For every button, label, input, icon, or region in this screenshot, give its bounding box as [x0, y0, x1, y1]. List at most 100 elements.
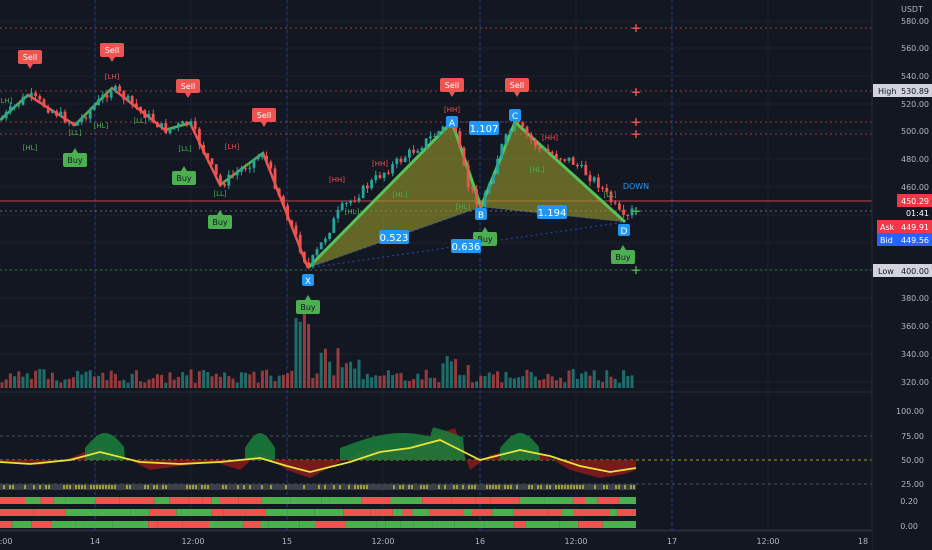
- pattern-ratio-labels: 1.107 0.523 0.636 1.194 DOWN: [379, 121, 649, 253]
- swing-label: [LL]: [213, 190, 227, 198]
- point-c: C: [512, 112, 518, 122]
- buy-signal: Buy: [477, 235, 493, 244]
- bid-label: Bid: [880, 236, 893, 245]
- swing-label: [LL]: [68, 129, 82, 137]
- swing-label: [HL]: [393, 191, 408, 199]
- time-tick: 12:00: [371, 537, 394, 546]
- swing-label: [HL]: [530, 166, 545, 174]
- time-tick: :00: [0, 537, 12, 546]
- osc-tick: 100.00: [896, 407, 924, 416]
- swing-label: [HH]: [542, 134, 558, 142]
- high-label: High: [878, 87, 896, 96]
- strip-tick: 0.20: [900, 497, 918, 506]
- strip-tick: 0.00: [900, 522, 918, 531]
- buy-signal: Buy: [300, 303, 316, 312]
- resistance-lines: [0, 27, 872, 271]
- price-tick: 480.00: [901, 155, 929, 164]
- sell-signal: Sell: [23, 53, 37, 62]
- signal-strips: [0, 484, 636, 528]
- direction-label: DOWN: [623, 182, 649, 191]
- bid-badge: [877, 233, 932, 246]
- swing-label: [HL]: [23, 144, 38, 152]
- ratio-label-bd: 1.194: [538, 208, 567, 219]
- price-tick: 500.00: [901, 127, 929, 136]
- point-x: X: [305, 277, 311, 287]
- sell-signal: Sell: [105, 46, 119, 55]
- swing-labels: [LH] [LL] [HL] [LL] [LL] [LL] [LH] [LH] [HH] [HH]…: [0, 73, 617, 216]
- sell-signal: Sell: [510, 81, 524, 90]
- svg-text:+: +: [631, 21, 641, 35]
- countdown: 01:41: [906, 209, 929, 218]
- volume-bars: [0, 313, 634, 388]
- swing-label: [HL]: [345, 208, 360, 216]
- point-b: B: [478, 211, 484, 221]
- buy-signal: Buy: [212, 218, 228, 227]
- svg-text:+: +: [631, 115, 641, 129]
- osc-tick: 75.00: [901, 432, 924, 441]
- swing-label: [HH]: [444, 106, 460, 114]
- currency-label: USDT: [901, 5, 923, 14]
- oscillator-tick-labels: 100.00 75.00 50.00 25.00: [896, 407, 924, 489]
- swing-label: [HH]: [372, 160, 388, 168]
- ask-badge: [877, 220, 932, 233]
- sell-signal: Sell: [181, 82, 195, 91]
- ratio-label-xb: 0.523: [380, 233, 409, 244]
- signal-markers: Sell Sell Sell Sell Sell Sell Buy Buy Buy Buy Buy B…: [18, 43, 635, 314]
- last-price-badge: [897, 194, 932, 207]
- bid-value: 449.56: [901, 236, 929, 245]
- strip-tick-labels: 0.20 0.00: [900, 497, 918, 531]
- time-tick: 12:00: [756, 537, 779, 546]
- buy-signal: Buy: [176, 174, 192, 183]
- pattern-triangle-bcd: [481, 122, 625, 222]
- swing-label: [HH]: [329, 176, 345, 184]
- svg-text:+: +: [631, 127, 641, 141]
- swing-label: [LH]: [105, 73, 120, 81]
- price-tick: 580.00: [901, 17, 929, 26]
- low-value: 400.00: [901, 267, 929, 276]
- osc-tick: 50.00: [901, 456, 924, 465]
- osc-tick: 25.00: [901, 480, 924, 489]
- sell-signal: Sell: [257, 111, 271, 120]
- swing-label: [LH]: [225, 143, 240, 151]
- time-tick: 16: [475, 537, 485, 546]
- price-tick: 540.00: [901, 72, 929, 81]
- swing-label: [LH]: [0, 97, 13, 105]
- svg-text:+: +: [631, 204, 641, 218]
- price-tick: 340.00: [901, 350, 929, 359]
- ask-label: Ask: [880, 223, 895, 232]
- time-tick: 12:00: [564, 537, 587, 546]
- low-badge: [873, 264, 932, 277]
- swing-label: [LL]: [603, 191, 617, 199]
- swing-label: [HL]: [456, 203, 471, 211]
- price-tick: 560.00: [901, 44, 929, 53]
- time-tick-labels: :00 14 12:00 15 12:00 16 12:00 17 12:00 18: [0, 537, 868, 546]
- last-price: 450.29: [901, 197, 929, 206]
- point-d: D: [621, 227, 628, 237]
- time-axis[interactable]: :00 14 12:00 15 12:00 16 12:00 17 12:00 18: [0, 530, 872, 550]
- price-axis[interactable]: USDT 580.00 560.00 540.00 520.00 500.00 480.0…: [871, 0, 932, 550]
- ask-value: 449.91: [901, 223, 929, 232]
- time-tick: 14: [90, 537, 100, 546]
- sell-signal: Sell: [445, 81, 459, 90]
- swing-label: [LL]: [178, 145, 192, 153]
- ratio-label-xd: 0.636: [452, 242, 481, 253]
- price-tick: 460.00: [901, 183, 929, 192]
- price-tick: 520.00: [901, 100, 929, 109]
- low-label: Low: [878, 267, 894, 276]
- svg-text:+: +: [631, 263, 641, 277]
- oscillator-area: [0, 427, 637, 478]
- price-tick: 320.00: [901, 378, 929, 387]
- price-tick: 360.00: [901, 322, 929, 331]
- buy-signal: Buy: [615, 253, 631, 262]
- plus-markers: + + + + + +: [631, 21, 641, 277]
- day-separators: [94, 0, 673, 530]
- ratio-label-ab: 1.107: [470, 124, 499, 135]
- buy-signal: Buy: [67, 156, 83, 165]
- time-tick: 12:00: [181, 537, 204, 546]
- pattern-point-labels: X A B C D: [302, 109, 630, 287]
- time-tick: 18: [858, 537, 868, 546]
- swing-label: [HL]: [94, 122, 109, 130]
- svg-text:+: +: [631, 85, 641, 99]
